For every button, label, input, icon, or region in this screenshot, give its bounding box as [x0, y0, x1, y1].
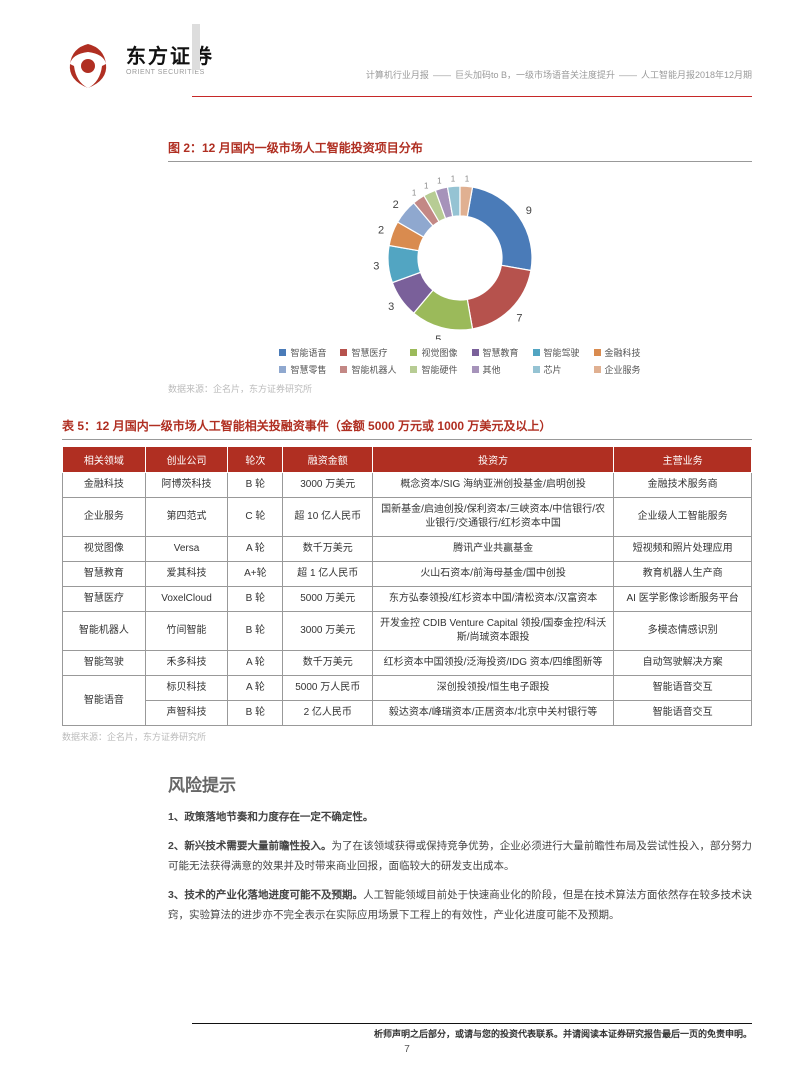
table-header: 主营业务 [614, 447, 752, 473]
table-row: 智能机器人竹间智能B 轮3000 万美元开发金控 CDIB Venture Ca… [63, 612, 752, 651]
table-header: 投资方 [373, 447, 614, 473]
funding-table: 相关领域创业公司轮次融资金额投资方主营业务 金融科技阿博茨科技B 轮3000 万… [62, 446, 752, 726]
table-row: 智能语音标贝科技A 轮5000 万人民币深创投领投/恒生电子跟投智能语音交互 [63, 676, 752, 701]
table-row: 金融科技阿博茨科技B 轮3000 万美元概念资本/SIG 海纳亚洲创投基金/启明… [63, 473, 752, 498]
legend-item: 智能机器人 [340, 363, 396, 376]
legend-item: 智能驾驶 [533, 346, 580, 359]
table-row: 智慧医疗VoxelCloudB 轮5000 万美元东方弘泰领投/红杉资本中国/清… [63, 587, 752, 612]
chart-legend: 智能语音 智慧医疗 视觉图像 智慧教育 智能驾驶 金融科技智慧零售 智能机器人 智能硬件 其他 芯… [279, 346, 640, 376]
svg-text:1: 1 [451, 174, 456, 183]
table-title: 表 5：12 月国内一级市场人工智能相关投融资事件（金额 5000 万元或 10… [62, 417, 752, 440]
risk-item: 3、技术的产业化落地进度可能不及预期。人工智能领域目前处于快速商业化的阶段，但是… [168, 886, 752, 925]
logo-en: ORIENT SECURITIES [126, 69, 214, 76]
table-row: 企业服务第四范式C 轮超 10 亿人民币国新基金/启迪创投/保利资本/三峡资本/… [63, 498, 752, 537]
svg-text:3: 3 [373, 260, 379, 272]
legend-item: 其他 [472, 363, 519, 376]
svg-text:3: 3 [388, 301, 394, 313]
legend-item: 视觉图像 [410, 346, 457, 359]
risk-heading: 风险提示 [168, 771, 752, 796]
table-header: 创业公司 [145, 447, 228, 473]
table-row: 声智科技B 轮2 亿人民币毅达资本/峰瑞资本/正居资本/北京中关村银行等智能语音… [63, 701, 752, 726]
legend-item: 智慧医疗 [340, 346, 396, 359]
svg-text:1: 1 [412, 188, 417, 197]
svg-text:2: 2 [378, 224, 384, 236]
table-header: 融资金额 [283, 447, 373, 473]
legend-item: 智能硬件 [410, 363, 457, 376]
page-number: 7 [62, 1044, 752, 1055]
figure-title: 图 2：12 月国内一级市场人工智能投资项目分布 [168, 139, 752, 162]
figure-source: 数据来源：企名片，东方证券研究所 [168, 382, 752, 395]
legend-item: 智慧零售 [279, 363, 326, 376]
table-source: 数据来源：企名片，东方证券研究所 [62, 730, 752, 743]
legend-item: 智慧教育 [472, 346, 519, 359]
risk-item: 2、新兴技术需要大量前瞻性投入。为了在该领域获得或保持竞争优势，企业必须进行大量… [168, 837, 752, 876]
legend-item: 智能语音 [279, 346, 326, 359]
svg-text:1: 1 [465, 174, 470, 183]
legend-item: 金融科技 [594, 346, 641, 359]
table-row: 视觉图像VersaA 轮数千万美元腾讯产业共赢基金短视频和照片处理应用 [63, 537, 752, 562]
svg-text:9: 9 [526, 205, 532, 217]
header-breadcrumb: 计算机行业月报——巨头加码to B，一级市场语音关注度提升——人工智能月报201… [366, 40, 752, 81]
table-header: 相关领域 [63, 447, 146, 473]
svg-text:7: 7 [516, 312, 522, 324]
svg-text:1: 1 [437, 177, 442, 186]
risk-item: 1、政策落地节奏和力度存在一定不确定性。 [168, 808, 752, 827]
logo-cn: 东方证券 [126, 40, 214, 69]
legend-item: 芯片 [533, 363, 580, 376]
svg-text:1: 1 [424, 181, 429, 190]
donut-chart: 975332211111 [355, 170, 565, 340]
orient-logo [62, 40, 114, 92]
table-row: 智慧教育爱其科技A+轮超 1 亿人民币火山石资本/前海母基金/国中创投教育机器人… [63, 562, 752, 587]
footer-disclaimer: 析师声明之后部分，或请与您的投资代表联系。并请阅读本证券研究报告最后一页的免责申… [62, 1027, 752, 1040]
svg-text:2: 2 [393, 199, 399, 211]
svg-text:5: 5 [435, 334, 441, 340]
table-header: 轮次 [228, 447, 283, 473]
legend-item: 企业服务 [594, 363, 641, 376]
table-row: 智能驾驶禾多科技A 轮数千万美元红杉资本中国领投/泛海投资/IDG 资本/四维图… [63, 651, 752, 676]
